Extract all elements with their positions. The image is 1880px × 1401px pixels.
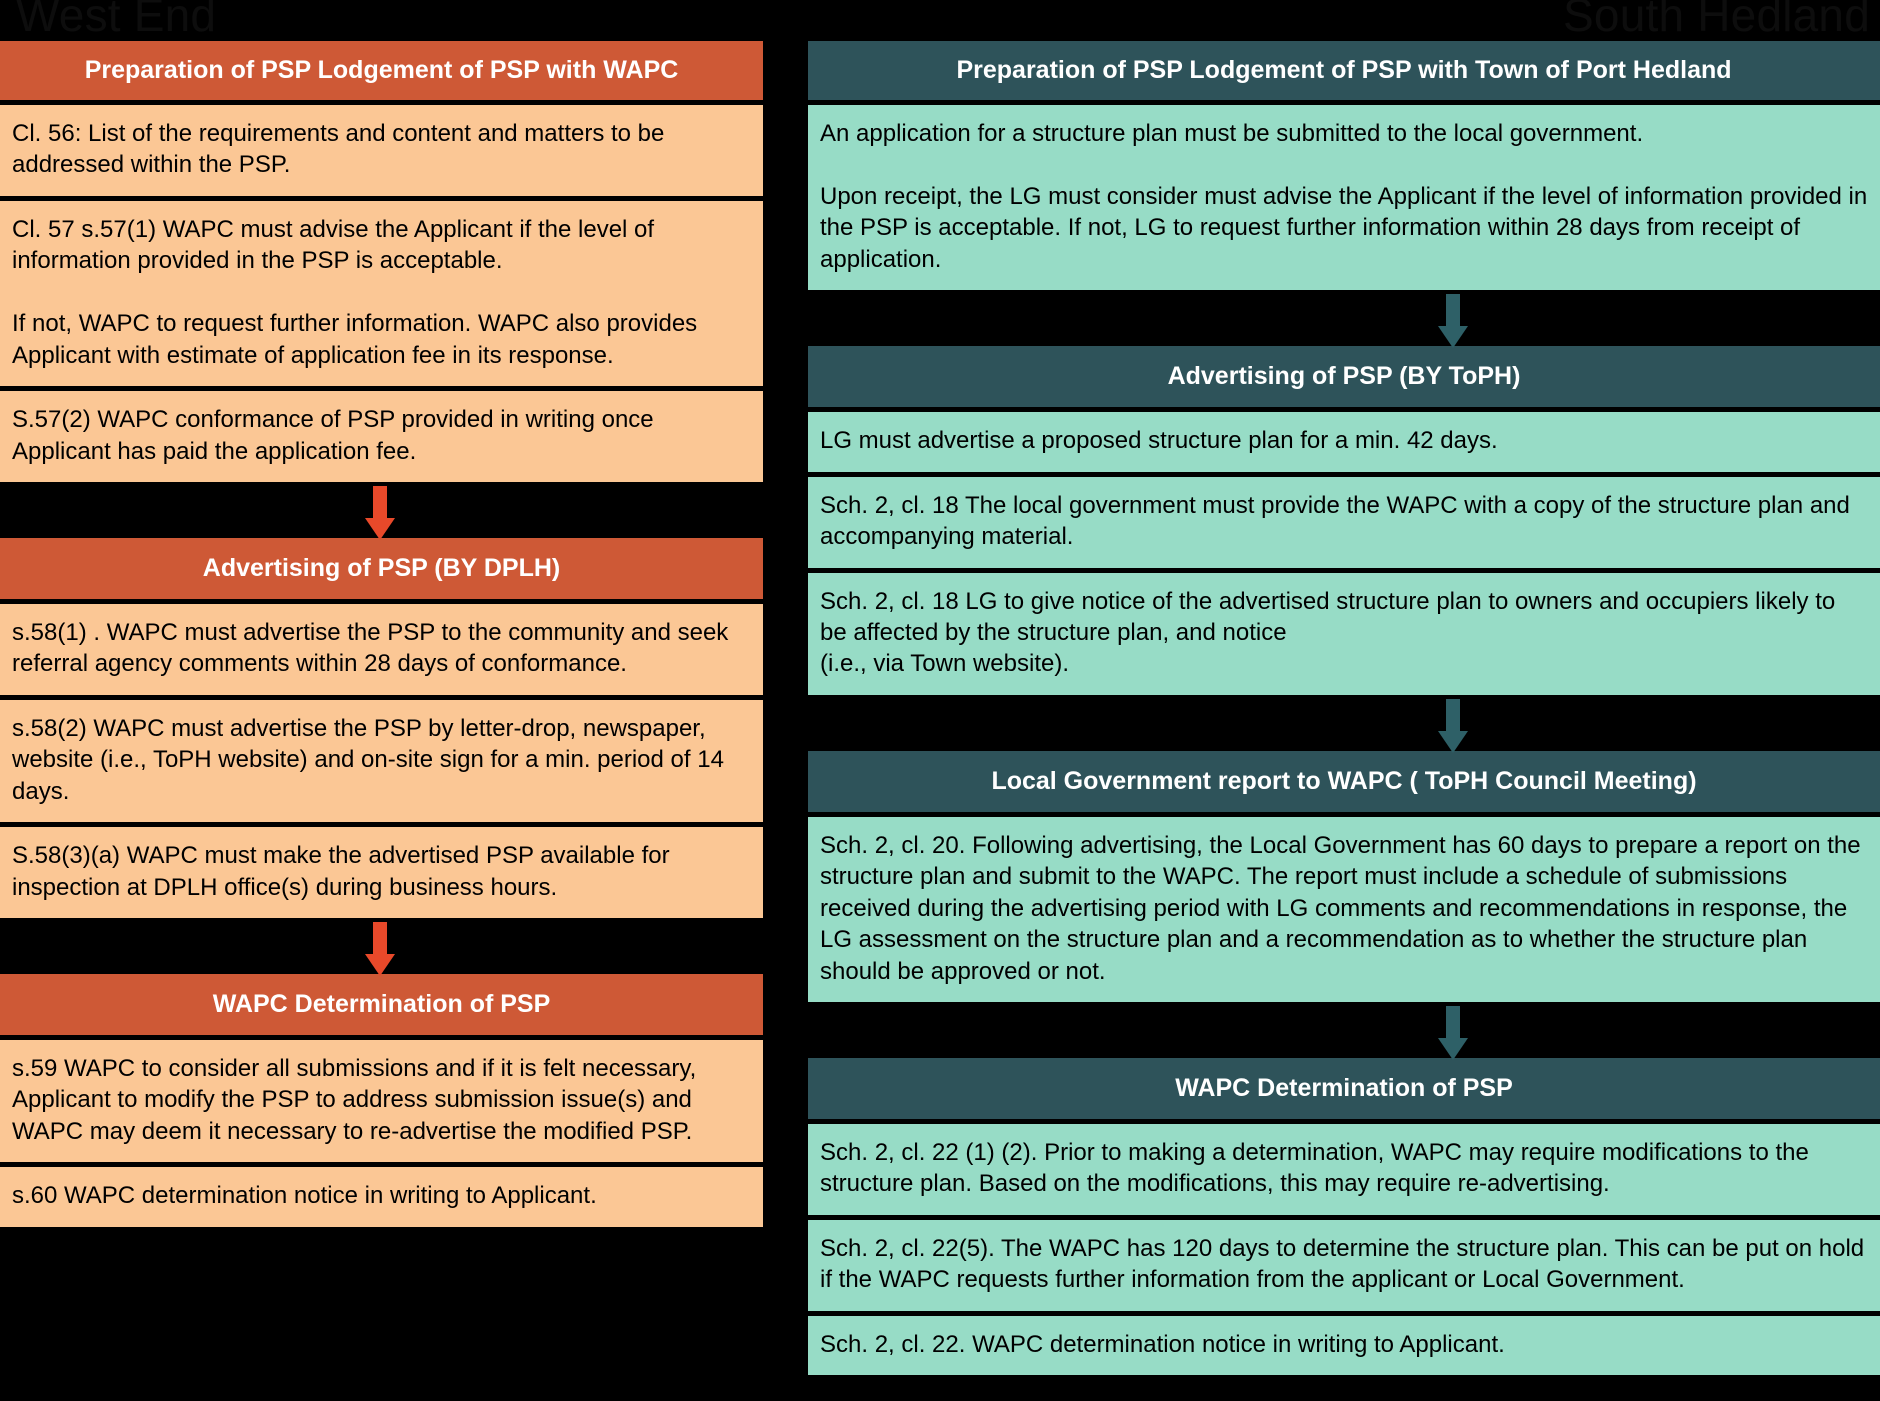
right-stage-1-header[interactable]: Preparation of PSP Lodgement of PSP with…: [808, 41, 1880, 100]
divider: [0, 386, 763, 392]
south-hedland-column: Preparation of PSP Lodgement of PSP with…: [808, 0, 1880, 1376]
left-stage-2-header[interactable]: Advertising of PSP (BY DPLH): [0, 537, 763, 599]
left-arrow-zone-1: [0, 481, 763, 540]
divider: [808, 811, 1880, 817]
left-stage-1-item-2: Cl. 57 s.57(1) WAPC must advise the Appl…: [0, 200, 763, 387]
divider: [0, 195, 763, 201]
right-stage-4-item-2: Sch. 2, cl. 22(5). The WAPC has 120 days…: [808, 1219, 1880, 1311]
left-arrow-zone-2: [0, 918, 763, 976]
divider: [808, 407, 1880, 413]
left-stage-3-item-2: s.60 WAPC determination notice in writin…: [0, 1167, 763, 1227]
right-stage-3-item-1: Sch. 2, cl. 20. Following advertising, t…: [808, 816, 1880, 1002]
right-title-spacer: [808, 0, 1880, 41]
divider: [808, 1119, 1880, 1124]
divider: [0, 822, 763, 828]
left-stage-2-item-1: s.58(1) . WAPC must advertise the PSP to…: [0, 603, 763, 695]
divider: [0, 1035, 763, 1040]
left-stage-2-item-2: s.58(2) WAPC must advertise the PSP by l…: [0, 699, 763, 823]
divider: [0, 100, 763, 105]
left-stage-3-item-1: s.59 WAPC to consider all submissions an…: [0, 1040, 763, 1163]
right-stage-4-item-3: Sch. 2, cl. 22. WAPC determination notic…: [808, 1315, 1880, 1376]
divider: [0, 1162, 763, 1168]
right-stage-4-item-1: Sch. 2, cl. 22 (1) (2). Prior to making …: [808, 1124, 1880, 1215]
left-stage-1-header[interactable]: Preparation of PSP Lodgement of PSP with…: [0, 41, 763, 100]
right-stage-1-item-1: An application for a structure plan must…: [808, 105, 1880, 291]
right-arrow-zone-3: [808, 1002, 1880, 1060]
right-stage-3-header[interactable]: Local Government report to WAPC ( ToPH C…: [808, 750, 1880, 812]
divider: [808, 471, 1880, 477]
divider: [0, 694, 763, 700]
right-arrow-zone-1: [808, 290, 1880, 349]
left-title-spacer: [0, 0, 763, 41]
left-stage-2-item-3: S.58(3)(a) WAPC must make the advertised…: [0, 827, 763, 918]
left-stage-1-item-3: S.57(2) WAPC conformance of PSP provided…: [0, 391, 763, 482]
divider: [0, 598, 763, 604]
south-hedland-column-title: South Hedland: [1563, 0, 1870, 41]
divider: [808, 100, 1880, 105]
right-stage-2-header[interactable]: Advertising of PSP (BY ToPH): [808, 346, 1880, 408]
divider: [808, 1310, 1880, 1316]
right-stage-2-item-2: Sch. 2, cl. 18 The local government must…: [808, 476, 1880, 568]
right-stage-2-item-1: LG must advertise a proposed structure p…: [808, 412, 1880, 472]
left-stage-1-item-1: Cl. 56: List of the requirements and con…: [0, 105, 763, 196]
west-end-column-title: West End: [16, 0, 217, 41]
left-stage-3-header[interactable]: WAPC Determination of PSP: [0, 974, 763, 1035]
west-end-column: Preparation of PSP Lodgement of PSP with…: [0, 0, 763, 1227]
right-stage-4-header[interactable]: WAPC Determination of PSP: [808, 1058, 1880, 1119]
divider: [808, 567, 1880, 573]
right-arrow-zone-2: [808, 694, 1880, 753]
right-stage-2-item-3: Sch. 2, cl. 18 LG to give notice of the …: [808, 572, 1880, 695]
divider: [808, 1214, 1880, 1220]
